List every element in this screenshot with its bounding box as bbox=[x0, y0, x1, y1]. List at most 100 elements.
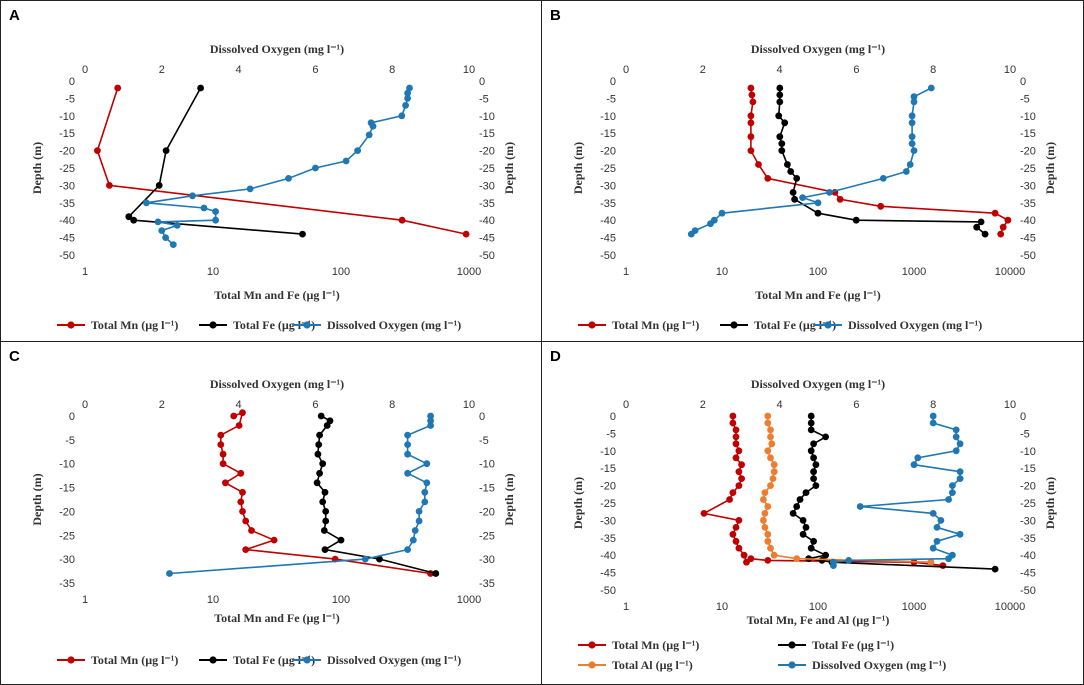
data-point-dissolved-oxygen bbox=[398, 112, 406, 120]
data-point-total-al bbox=[764, 447, 772, 455]
bottom-tick-label: 1000 bbox=[902, 601, 926, 613]
right-depth-tick: -50 bbox=[1020, 250, 1036, 262]
panel-c-label: C bbox=[9, 348, 20, 365]
data-point-total-mn bbox=[700, 510, 708, 517]
data-point-total-mn bbox=[749, 98, 757, 106]
data-point-dissolved-oxygen bbox=[949, 489, 956, 496]
data-point-total-al bbox=[764, 530, 772, 538]
data-point-total-mn bbox=[732, 440, 740, 448]
data-point-dissolved-oxygen bbox=[718, 209, 726, 217]
right-depth-tick: -5 bbox=[1020, 428, 1030, 440]
data-point-dissolved-oxygen bbox=[404, 431, 411, 439]
left-depth-tick: -35 bbox=[59, 198, 75, 210]
data-point-total-fe bbox=[977, 218, 985, 226]
data-point-dissolved-oxygen bbox=[189, 192, 196, 200]
data-point-total-mn bbox=[732, 454, 740, 462]
top-tick-label: 4 bbox=[236, 64, 242, 76]
data-point-dissolved-oxygen bbox=[361, 555, 369, 563]
right-depth-tick: -20 bbox=[479, 506, 495, 518]
data-point-total-mn bbox=[732, 433, 740, 441]
legend-swatch-marker bbox=[303, 321, 311, 329]
series-line-total-al bbox=[762, 416, 931, 563]
left-depth-tick: -30 bbox=[600, 180, 616, 192]
top-tick-label: 0 bbox=[623, 64, 629, 76]
left-depth-tick: -20 bbox=[600, 481, 616, 493]
data-point-dissolved-oxygen bbox=[910, 93, 918, 101]
left-axis-title: Depth (m) bbox=[571, 477, 585, 529]
top-tick-label: 4 bbox=[777, 64, 783, 76]
right-depth-tick: -10 bbox=[479, 111, 495, 123]
data-point-total-mn bbox=[219, 450, 227, 458]
right-depth-tick: -35 bbox=[1020, 198, 1036, 210]
top-tick-label: 0 bbox=[82, 399, 88, 411]
left-axis-title: Depth (m) bbox=[571, 142, 585, 194]
data-point-dissolved-oxygen bbox=[402, 102, 409, 109]
data-point-total-fe bbox=[778, 140, 786, 148]
left-depth-tick: -30 bbox=[59, 554, 75, 566]
data-point-total-fe bbox=[973, 223, 981, 231]
data-point-total-al bbox=[927, 558, 935, 566]
data-point-dissolved-oxygen bbox=[929, 510, 937, 517]
top-tick-label: 2 bbox=[159, 399, 165, 411]
bottom-tick-label: 10 bbox=[716, 601, 728, 613]
data-point-total-mn bbox=[729, 412, 737, 420]
bottom-axis-title: Total Mn, Fe and Al (µg l⁻¹) bbox=[747, 613, 890, 627]
data-point-dissolved-oxygen bbox=[169, 241, 177, 249]
data-point-total-mn bbox=[735, 468, 743, 476]
data-point-total-fe bbox=[319, 460, 327, 468]
data-point-total-al bbox=[767, 544, 774, 552]
data-point-total-al bbox=[760, 496, 767, 503]
legend-swatch-marker bbox=[303, 656, 311, 664]
data-point-total-mn bbox=[738, 461, 745, 469]
bottom-tick-label: 10000 bbox=[995, 266, 1026, 278]
data-point-dissolved-oxygen bbox=[956, 468, 964, 476]
right-depth-tick: -10 bbox=[1020, 446, 1036, 458]
data-point-dissolved-oxygen bbox=[427, 412, 434, 420]
data-point-total-fe bbox=[799, 530, 807, 538]
data-point-dissolved-oxygen bbox=[933, 537, 941, 545]
bottom-tick-label: 100 bbox=[809, 266, 827, 278]
data-point-total-al bbox=[764, 412, 772, 420]
data-point-total-al bbox=[767, 482, 774, 489]
left-depth-tick: 0 bbox=[69, 411, 75, 423]
data-point-total-fe bbox=[802, 489, 810, 496]
right-axis-title: Depth (m) bbox=[1043, 477, 1057, 529]
series-line-total-mn bbox=[220, 411, 431, 575]
bottom-tick-label: 1000 bbox=[457, 266, 481, 278]
data-point-total-fe bbox=[316, 469, 323, 477]
data-point-total-al bbox=[760, 517, 767, 524]
data-point-total-fe bbox=[810, 475, 817, 482]
data-point-total-fe bbox=[776, 91, 784, 99]
series-line-total-mn bbox=[750, 87, 1010, 235]
legend-swatch-marker bbox=[209, 321, 217, 329]
left-depth-tick: -20 bbox=[600, 146, 616, 158]
data-point-total-mn bbox=[755, 161, 762, 168]
data-point-dissolved-oxygen bbox=[929, 412, 937, 420]
data-point-total-fe bbox=[807, 426, 815, 434]
left-depth-tick: 0 bbox=[610, 76, 616, 88]
data-point-total-mn bbox=[248, 527, 255, 534]
data-point-total-al bbox=[764, 419, 772, 427]
top-tick-label: 6 bbox=[853, 64, 859, 76]
data-point-total-fe bbox=[319, 498, 327, 506]
bottom-axis-title: Total Mn and Fe (µg l⁻¹) bbox=[755, 288, 880, 302]
right-depth-tick: -50 bbox=[479, 250, 495, 262]
data-point-dissolved-oxygen bbox=[814, 199, 822, 207]
panel-c: C 0 2 4 6 8 10 Dissolved Oxygen (mg l⁻¹) 0 0 -5 -5… bbox=[0, 341, 543, 685]
left-depth-tick: -15 bbox=[59, 128, 75, 140]
top-tick-label: 4 bbox=[777, 399, 783, 411]
data-point-total-mn bbox=[462, 230, 470, 238]
right-depth-tick: -30 bbox=[1020, 515, 1036, 527]
left-depth-tick: -25 bbox=[59, 530, 75, 542]
data-point-total-al bbox=[761, 510, 769, 517]
data-point-dissolved-oxygen bbox=[910, 461, 918, 469]
data-point-total-fe bbox=[321, 546, 329, 553]
data-point-total-fe bbox=[323, 422, 331, 429]
legend-label: Total Al (µg l⁻¹) bbox=[612, 658, 693, 672]
data-point-total-mn bbox=[764, 557, 772, 564]
series-line-total-fe bbox=[777, 88, 986, 235]
right-axis-title: Depth (m) bbox=[1043, 142, 1057, 194]
data-point-dissolved-oxygen bbox=[879, 175, 887, 182]
data-point-total-fe bbox=[320, 527, 328, 534]
legend-swatch-marker bbox=[588, 321, 596, 329]
